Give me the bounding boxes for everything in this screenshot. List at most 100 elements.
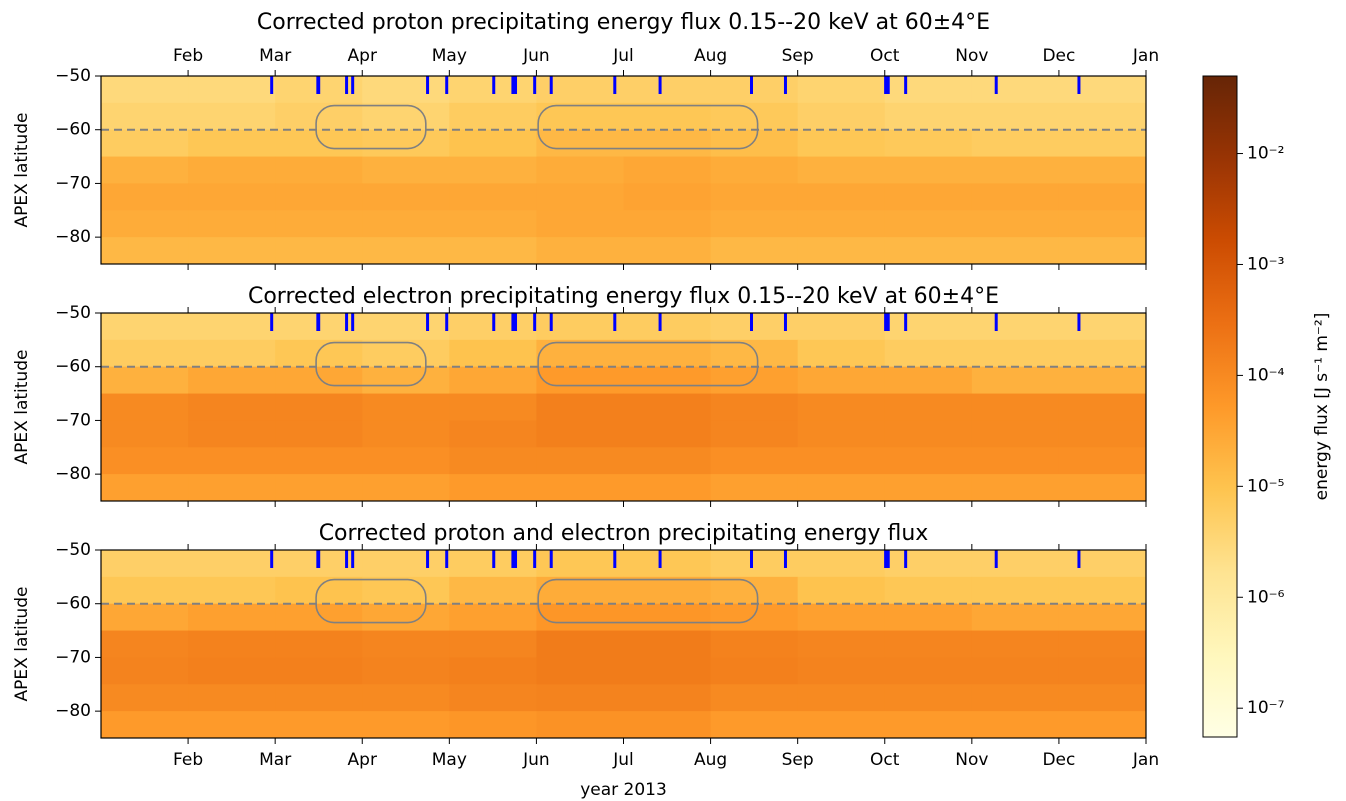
heatmap-cell xyxy=(449,183,537,211)
heatmap-cell xyxy=(275,393,363,421)
heatmap-cell xyxy=(710,210,799,238)
y-tick-label: −80 xyxy=(55,464,91,484)
heatmap-cell xyxy=(536,550,624,578)
heatmap-cell xyxy=(797,603,886,632)
heatmap-cell xyxy=(797,630,886,658)
heatmap-cell xyxy=(362,313,450,341)
heatmap-cell xyxy=(623,129,712,158)
heatmap-cell xyxy=(188,550,276,578)
heatmap-cell xyxy=(536,576,624,605)
heatmap-cell xyxy=(101,183,189,211)
heatmap-cell xyxy=(536,447,624,475)
heatmap-cell xyxy=(710,474,799,502)
heatmap-cell xyxy=(188,313,276,341)
heatmap-cell xyxy=(188,366,276,395)
heatmap-cell xyxy=(275,576,363,605)
x-tick-label: May xyxy=(432,750,467,770)
heatmap-cell xyxy=(971,474,1060,502)
heatmap-cell xyxy=(449,447,537,475)
heatmap-cell xyxy=(449,237,537,265)
heatmap-cell xyxy=(188,129,276,158)
heatmap-cell xyxy=(101,237,189,265)
heatmap-cell xyxy=(1058,684,1147,712)
heatmap-cell xyxy=(797,550,886,578)
heatmap-cell xyxy=(971,447,1060,475)
heatmap-cell xyxy=(536,313,624,341)
heatmap-cell xyxy=(884,366,973,395)
x-tick-label: Sep xyxy=(782,750,814,770)
heatmap-cell xyxy=(101,393,189,421)
heatmap-cell xyxy=(101,129,189,158)
x-tick-label: Jun xyxy=(522,750,550,770)
heatmap-cell xyxy=(449,603,537,632)
heatmap-cell xyxy=(101,447,189,475)
x-tick-label: Oct xyxy=(870,750,900,770)
heatmap-cell xyxy=(1058,603,1147,632)
heatmap-cell xyxy=(971,129,1060,158)
heatmap-cell xyxy=(884,156,973,184)
heatmap-cell xyxy=(188,237,276,265)
panel-title: Corrected proton and electron precipitat… xyxy=(319,521,929,546)
heatmap-cell xyxy=(275,447,363,475)
heatmap-cell xyxy=(362,366,450,395)
heatmap-cell xyxy=(536,657,624,685)
y-tick-label: −60 xyxy=(55,120,91,140)
heatmap-cell xyxy=(362,576,450,605)
heatmap-cell xyxy=(188,603,276,632)
heatmap-cell xyxy=(362,550,450,578)
heatmap-cell xyxy=(362,156,450,184)
heatmap-cell xyxy=(884,393,973,421)
heatmap-cell xyxy=(623,313,712,341)
heatmap-cell xyxy=(1058,129,1147,158)
heatmap-cell xyxy=(623,156,712,184)
heatmap-cell xyxy=(710,684,799,712)
heatmap-cell xyxy=(971,76,1060,104)
x-tick-label: Feb xyxy=(173,46,203,66)
x-tick-label: Oct xyxy=(870,46,900,66)
heatmap-cell xyxy=(362,630,450,658)
heatmap-cell xyxy=(101,102,189,131)
heatmap-cell xyxy=(710,393,799,421)
heatmap-cell xyxy=(449,393,537,421)
heatmap-cell xyxy=(710,156,799,184)
heatmap-cell xyxy=(1058,313,1147,341)
y-tick-label: −50 xyxy=(55,303,91,323)
heatmap-cell xyxy=(449,156,537,184)
heatmap-cell xyxy=(884,576,973,605)
heatmap-cell xyxy=(1058,447,1147,475)
heatmap-cell xyxy=(797,237,886,265)
highlight-box xyxy=(537,104,759,150)
heatmap-cell xyxy=(536,684,624,712)
heatmap-cell xyxy=(536,339,624,368)
heatmap-cell xyxy=(971,210,1060,238)
highlight-box xyxy=(315,578,427,624)
x-tick-label: Mar xyxy=(259,750,291,770)
heatmap-cell xyxy=(101,474,189,502)
y-tick-label: −70 xyxy=(55,647,91,667)
heatmap-cell xyxy=(101,657,189,685)
y-tick-label: −60 xyxy=(55,357,91,377)
heatmap-cell xyxy=(275,711,363,739)
heatmap-cell xyxy=(275,657,363,685)
heatmap-cell xyxy=(884,183,973,211)
heatmap-cell xyxy=(449,630,537,658)
heatmap-cell xyxy=(449,711,537,739)
heatmap-cell xyxy=(101,576,189,605)
heatmap-cell xyxy=(623,210,712,238)
heatmap-cell xyxy=(188,657,276,685)
heatmap-cell xyxy=(971,313,1060,341)
heatmap-cell xyxy=(188,210,276,238)
heatmap-cell xyxy=(971,603,1060,632)
x-tick-label: Aug xyxy=(694,46,727,66)
highlight-box xyxy=(315,341,427,387)
heatmap-cell xyxy=(536,603,624,632)
heatmap-cell xyxy=(797,474,886,502)
heatmap-cell xyxy=(1058,366,1147,395)
colorbar-label: energy flux [J s⁻¹ m⁻²] xyxy=(1312,313,1332,501)
y-axis-label: APEX latitude xyxy=(12,350,32,465)
heatmap-cell xyxy=(710,630,799,658)
heatmap-cell xyxy=(884,447,973,475)
heatmap-cell xyxy=(536,711,624,739)
heatmap-cell xyxy=(884,630,973,658)
heatmap-cell xyxy=(623,474,712,502)
